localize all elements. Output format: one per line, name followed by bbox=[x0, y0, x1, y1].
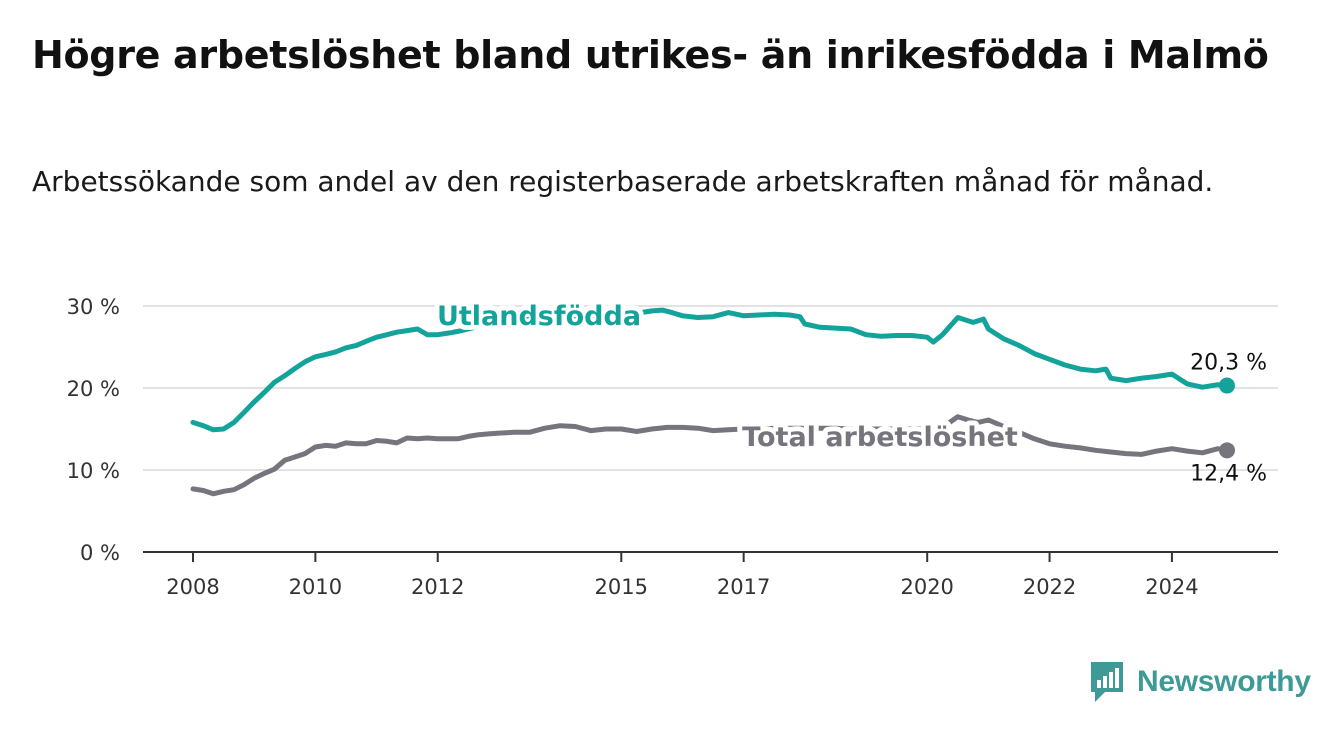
x-tick-label: 2008 bbox=[166, 575, 219, 599]
gridlines bbox=[143, 305, 1278, 471]
series-end-point bbox=[1219, 442, 1235, 459]
y-tick-label: 20 % bbox=[67, 377, 120, 401]
series-name-label: Utlandsfödda bbox=[437, 301, 641, 332]
x-tick-label: 2012 bbox=[411, 575, 464, 599]
newsworthy-logo[interactable]: Newsworthy bbox=[1089, 660, 1311, 704]
series-name-halo: Utlandsfödda bbox=[437, 301, 641, 332]
series-line bbox=[190, 307, 1230, 433]
axes: 0 % 10 % 20 % 30 % 2008 2010 2012 2015 2017 2020 2… bbox=[67, 295, 1278, 599]
chart-title: Högre arbetslöshet bland utrikes- än inr… bbox=[32, 33, 1269, 77]
chart-subtitle: Arbetssökande som andel av den registerb… bbox=[32, 165, 1214, 198]
y-tick-label: 30 % bbox=[67, 295, 120, 319]
brand-name: Newsworthy bbox=[1137, 665, 1311, 698]
line-chart: 0 % 10 % 20 % 30 % 2008 2010 2012 2015 2017 2020 2… bbox=[67, 295, 1278, 599]
series-name-label: Total arbetslöshet bbox=[742, 422, 1018, 453]
y-tick-label: 0 % bbox=[80, 541, 120, 565]
series-name-halo: Total arbetslöshet bbox=[742, 422, 1018, 453]
series-lines bbox=[190, 307, 1235, 497]
series-labels: 20,3 %12,4 %UtlandsföddaUtlandsföddaTota… bbox=[432, 296, 1267, 486]
series-end-label: 12,4 % bbox=[1190, 461, 1267, 486]
series-end-label: 20,3 % bbox=[1190, 351, 1267, 376]
x-tick-label: 2024 bbox=[1145, 575, 1198, 599]
x-tick-label: 2022 bbox=[1023, 575, 1076, 599]
x-tick-label: 2010 bbox=[289, 575, 342, 599]
x-tick-label: 2015 bbox=[595, 575, 648, 599]
series-line bbox=[190, 414, 1230, 497]
x-tick-label: 2020 bbox=[900, 575, 953, 599]
y-tick-label: 10 % bbox=[67, 459, 120, 483]
x-tick-label: 2017 bbox=[717, 575, 770, 599]
newsworthy-logo-icon bbox=[1091, 662, 1123, 702]
series-end-point bbox=[1219, 377, 1235, 394]
